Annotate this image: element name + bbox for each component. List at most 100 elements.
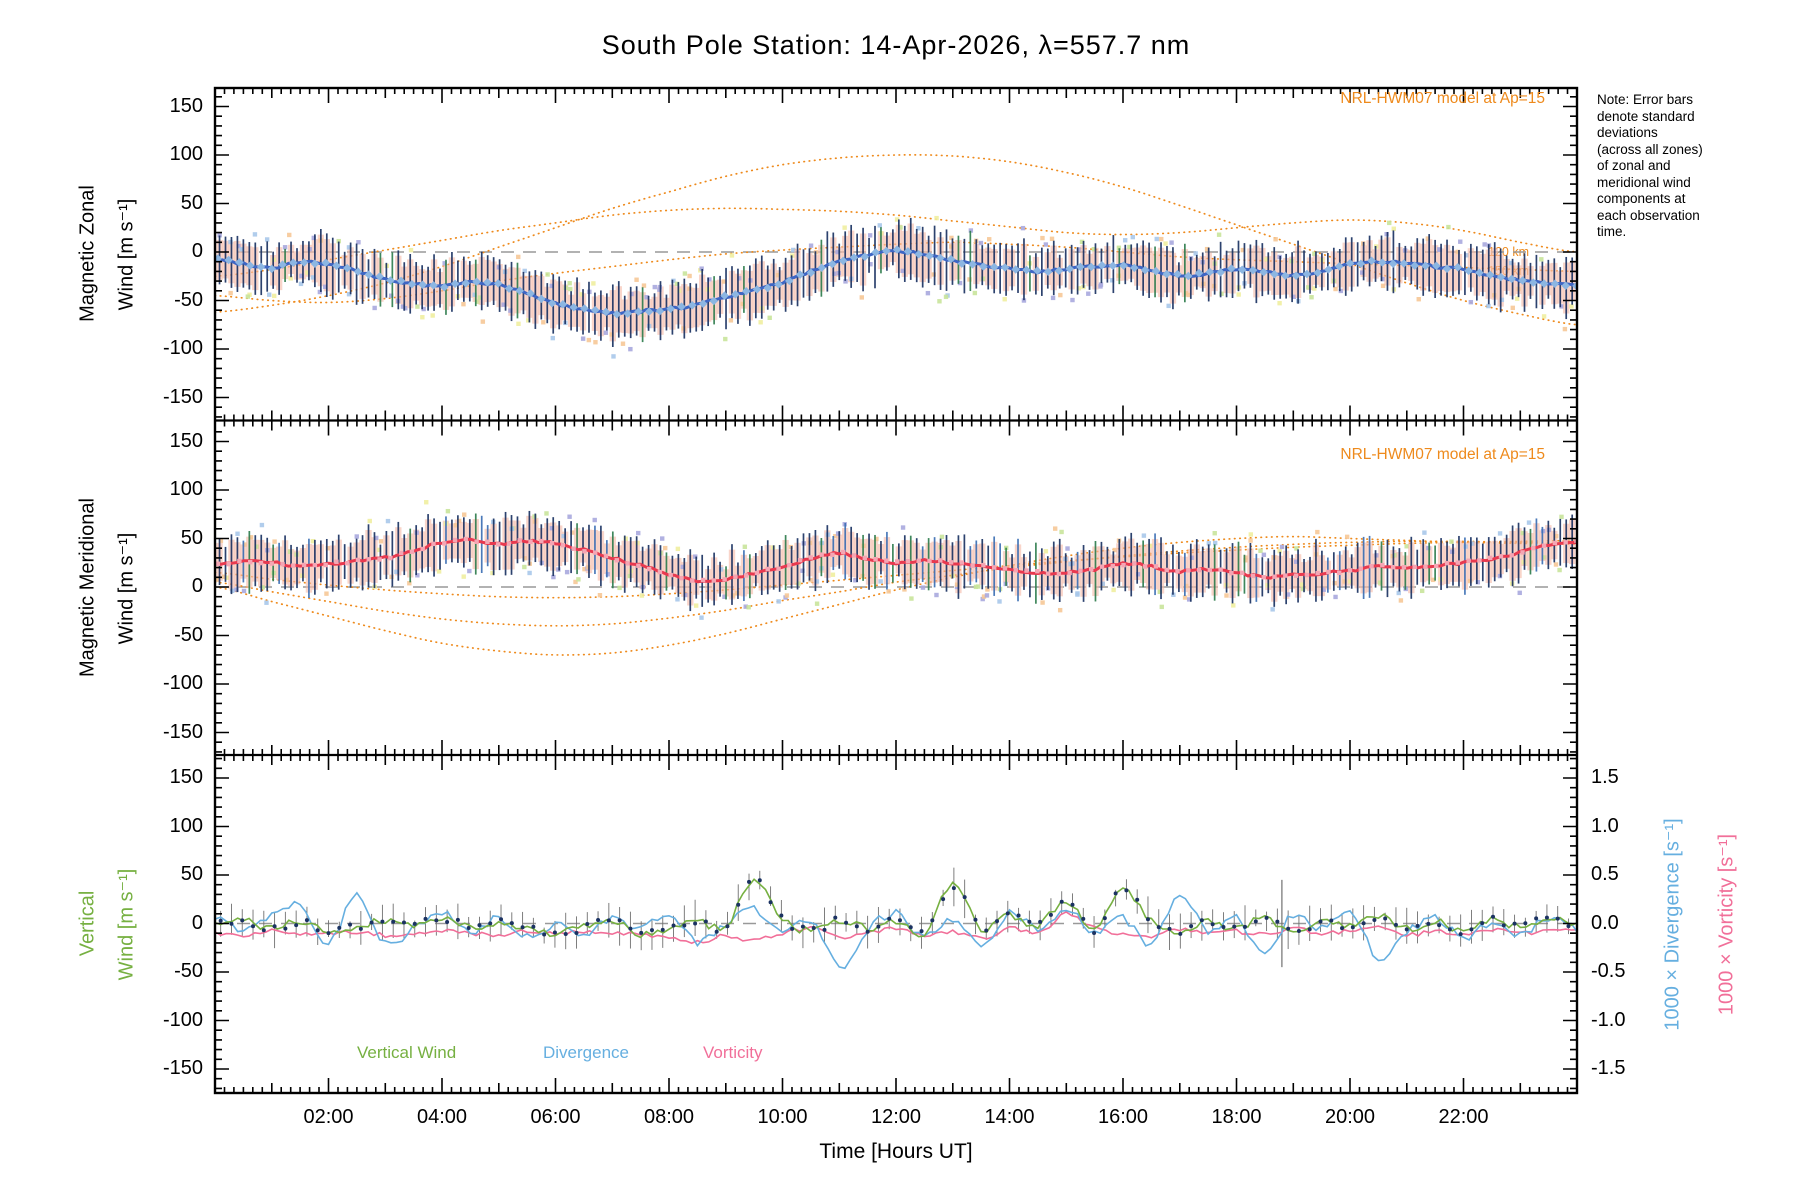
zone-sample — [217, 233, 222, 238]
zone-sample — [544, 511, 549, 516]
zone-sample — [568, 286, 573, 292]
y-tick-label: -100 — [162, 1008, 203, 1031]
vw-dot — [1178, 931, 1183, 936]
zone-sample — [628, 346, 633, 352]
zone-sample — [235, 531, 240, 536]
vw-dot — [1501, 923, 1506, 928]
wind-marker — [1466, 558, 1471, 563]
vw-dot — [1167, 926, 1172, 931]
zone-sample — [1248, 538, 1253, 543]
zone-sample — [623, 536, 629, 541]
zone-sample — [430, 313, 435, 318]
zone-sample — [867, 233, 873, 238]
wind-marker — [1347, 568, 1353, 573]
wind-marker — [342, 263, 352, 273]
y-tick-label: 100 — [169, 814, 203, 837]
zone-sample — [336, 238, 341, 244]
wind-marker — [743, 573, 749, 578]
zone-sample — [1291, 294, 1297, 300]
zone-sample — [580, 336, 586, 341]
wind-marker — [452, 537, 458, 543]
zone-sample — [634, 277, 639, 282]
model-label-zonal: NRL-HWM07 model at Ap=15 — [1340, 90, 1545, 107]
wind-marker — [1487, 555, 1493, 561]
zone-sample — [987, 237, 992, 242]
wind-marker — [269, 561, 274, 566]
legend-divergence: Divergence — [543, 1043, 629, 1062]
x-tick-label: 18:00 — [1211, 1106, 1262, 1128]
zone-sample — [522, 556, 527, 561]
wind-marker — [787, 562, 792, 568]
zone-sample — [522, 564, 527, 570]
zone-sample — [660, 536, 665, 541]
vw-dot — [822, 927, 827, 932]
zone-sample — [718, 567, 724, 572]
vw-dot — [1092, 931, 1097, 936]
zone-sample — [1043, 242, 1049, 247]
zone-sample — [561, 533, 566, 539]
zone-sample — [1285, 592, 1291, 597]
note-block: Note: Error bars denote standard deviation… — [1597, 92, 1703, 241]
zone-sample — [549, 526, 555, 531]
wind-marker — [830, 552, 835, 557]
zone-sample — [1508, 260, 1514, 266]
y-tick-label: -100 — [162, 337, 203, 359]
vw-dot — [488, 921, 493, 926]
zone-sample — [461, 574, 466, 579]
vw-dot — [401, 920, 406, 925]
vw-dot — [1555, 916, 1560, 921]
wind-marker — [485, 539, 490, 544]
wind-marker — [560, 542, 566, 548]
x-tick-label: 20:00 — [1324, 1106, 1376, 1128]
vw-dot — [1199, 918, 1204, 923]
zone-sample — [1392, 553, 1398, 558]
wind-marker — [1531, 545, 1536, 551]
vw-dot — [596, 917, 601, 922]
wind-marker — [1196, 567, 1202, 573]
zone-sample — [981, 594, 987, 599]
wind-marker — [1218, 567, 1223, 572]
zone-sample — [424, 500, 429, 505]
zone-sample — [1057, 607, 1063, 613]
zone-sample — [800, 568, 805, 573]
wind-marker — [1164, 567, 1169, 573]
wind-marker — [386, 276, 395, 285]
zone-sample — [1391, 226, 1396, 231]
wind-marker — [894, 559, 900, 564]
wind-marker — [1358, 566, 1363, 571]
vw-dot — [1156, 925, 1161, 930]
vw-dot — [833, 915, 838, 920]
zone-sample — [298, 281, 304, 287]
vw-dot — [671, 923, 676, 928]
zone-sample — [1154, 236, 1159, 242]
note-line: components at — [1597, 191, 1686, 206]
vw-dot — [1038, 919, 1043, 924]
vw-dot — [1135, 897, 1140, 902]
zone-sample — [721, 279, 727, 284]
zone-sample — [730, 593, 736, 598]
note-line: each observation — [1597, 207, 1700, 223]
wind-marker — [332, 261, 341, 271]
zone-sample — [1396, 590, 1401, 596]
zone-sample — [1279, 544, 1285, 550]
zone-sample — [526, 318, 531, 323]
wind-marker — [711, 578, 717, 583]
x-axis-title: Time [Hours UT] — [819, 1140, 973, 1163]
zone-sample — [1520, 530, 1526, 536]
vw-dot — [304, 918, 309, 923]
wind-marker — [1110, 563, 1115, 569]
right-y-tick-label: -1.5 — [1591, 1057, 1626, 1079]
wind-marker — [245, 261, 255, 270]
zone-sample — [1109, 278, 1115, 283]
wind-marker — [1315, 570, 1320, 576]
wind-marker — [429, 281, 438, 290]
wind-marker — [1186, 568, 1191, 573]
wind-marker — [1089, 567, 1094, 572]
zone-sample — [1404, 544, 1409, 549]
zone-sample — [288, 276, 293, 281]
wind-marker — [549, 540, 555, 546]
zone-sample — [1377, 580, 1383, 585]
wind-marker — [1434, 563, 1439, 569]
zone-sample — [1236, 292, 1241, 297]
vw-dot — [466, 926, 471, 931]
